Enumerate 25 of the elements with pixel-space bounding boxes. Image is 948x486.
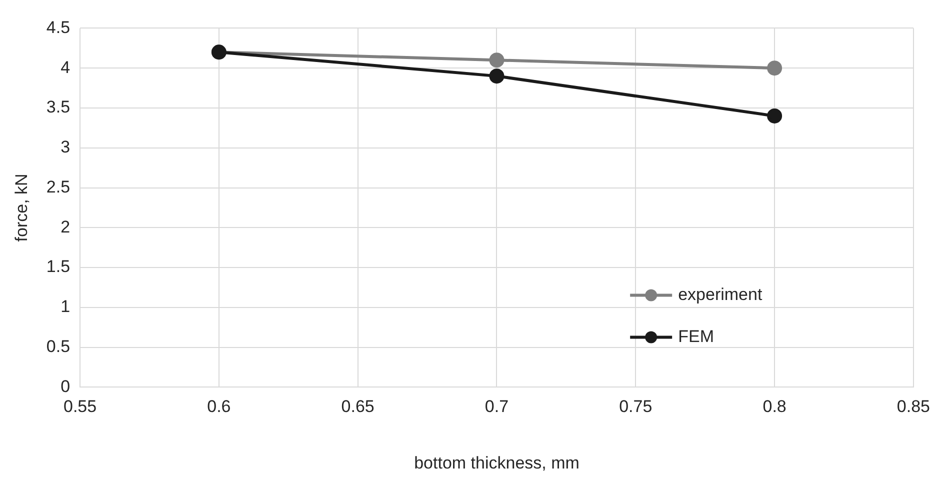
point xyxy=(489,68,504,84)
x-tick-label: 0.6 xyxy=(207,397,231,416)
y-axis-title: force, kN xyxy=(12,174,31,242)
x-tick-label: 0.85 xyxy=(896,397,930,416)
point xyxy=(767,60,782,76)
point xyxy=(767,108,782,124)
y-tick-label: 1 xyxy=(60,297,70,316)
y-tick-label: 3 xyxy=(60,138,70,157)
y-tick-label: 0.5 xyxy=(46,337,70,356)
y-tick-label: 4.5 xyxy=(46,18,70,37)
x-tick-label: 0.75 xyxy=(619,397,652,416)
y-tick-label: 2.5 xyxy=(46,177,70,196)
legend-label: experiment xyxy=(678,284,762,304)
y-tick-label: 0 xyxy=(60,376,70,396)
y-tick-label: 2 xyxy=(60,217,70,236)
x-tick-label: 0.55 xyxy=(63,397,97,416)
x-axis-title: bottom thickness, mm xyxy=(414,453,580,472)
y-tick-label: 1.5 xyxy=(46,257,70,276)
x-tick-label: 0.7 xyxy=(484,397,509,416)
y-tick-label: 3.5 xyxy=(46,98,70,117)
x-tick-label: 0.65 xyxy=(341,397,374,416)
legend-label: FEM xyxy=(678,326,714,346)
point xyxy=(489,52,504,68)
y-tick-label: 4 xyxy=(60,58,70,77)
x-tick-label: 0.8 xyxy=(762,397,786,416)
